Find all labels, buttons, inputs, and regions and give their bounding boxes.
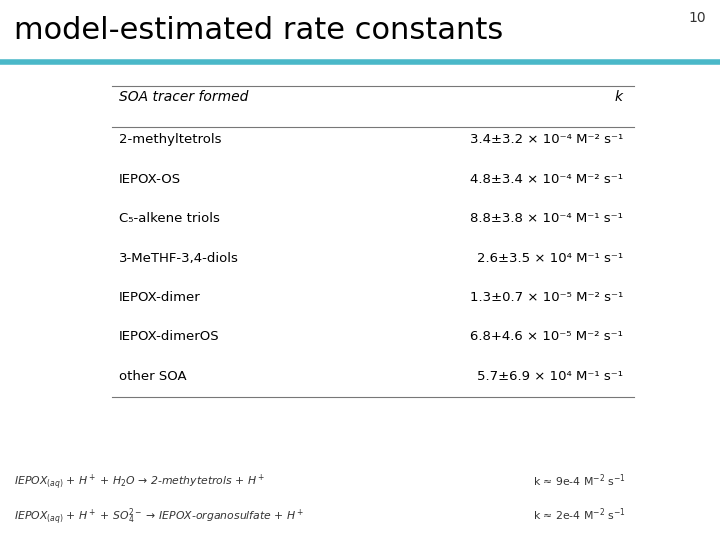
Text: 5.7±6.9 × 10⁴ M⁻¹ s⁻¹: 5.7±6.9 × 10⁴ M⁻¹ s⁻¹ bbox=[477, 370, 623, 383]
Text: C₅-alkene triols: C₅-alkene triols bbox=[119, 212, 220, 225]
Text: SOA tracer formed: SOA tracer formed bbox=[119, 90, 248, 104]
Text: IEPOX-OS: IEPOX-OS bbox=[119, 173, 181, 186]
Text: model-estimated rate constants: model-estimated rate constants bbox=[14, 16, 504, 45]
Text: k ≈ 2e-4 M$^{-2}$ s$^{-1}$: k ≈ 2e-4 M$^{-2}$ s$^{-1}$ bbox=[533, 506, 626, 523]
Text: IEPOX-dimer: IEPOX-dimer bbox=[119, 291, 201, 304]
Text: 2-methyltetrols: 2-methyltetrols bbox=[119, 133, 221, 146]
Text: 10: 10 bbox=[688, 11, 706, 25]
Text: k: k bbox=[615, 90, 623, 104]
Text: 3-MeTHF-3,4-diols: 3-MeTHF-3,4-diols bbox=[119, 252, 238, 265]
Text: IEPOX$_{(aq)}$ + H$^+$ + SO$_4^{2-}$ → IEPOX-organosulfate + H$^+$: IEPOX$_{(aq)}$ + H$^+$ + SO$_4^{2-}$ → I… bbox=[14, 506, 304, 527]
Text: other SOA: other SOA bbox=[119, 370, 186, 383]
Text: k ≈ 9e-4 M$^{-2}$ s$^{-1}$: k ≈ 9e-4 M$^{-2}$ s$^{-1}$ bbox=[533, 472, 626, 489]
Text: 6.8+4.6 × 10⁻⁵ M⁻² s⁻¹: 6.8+4.6 × 10⁻⁵ M⁻² s⁻¹ bbox=[470, 330, 623, 343]
Text: IEPOX-dimerOS: IEPOX-dimerOS bbox=[119, 330, 220, 343]
Text: 1.3±0.7 × 10⁻⁵ M⁻² s⁻¹: 1.3±0.7 × 10⁻⁵ M⁻² s⁻¹ bbox=[469, 291, 623, 304]
Text: 4.8±3.4 × 10⁻⁴ M⁻² s⁻¹: 4.8±3.4 × 10⁻⁴ M⁻² s⁻¹ bbox=[469, 173, 623, 186]
Text: 3.4±3.2 × 10⁻⁴ M⁻² s⁻¹: 3.4±3.2 × 10⁻⁴ M⁻² s⁻¹ bbox=[469, 133, 623, 146]
Text: 8.8±3.8 × 10⁻⁴ M⁻¹ s⁻¹: 8.8±3.8 × 10⁻⁴ M⁻¹ s⁻¹ bbox=[470, 212, 623, 225]
Text: IEPOX$_{(aq)}$ + H$^+$ + H$_2$O → 2-methytetrols + H$^+$: IEPOX$_{(aq)}$ + H$^+$ + H$_2$O → 2-meth… bbox=[14, 472, 265, 492]
Text: 2.6±3.5 × 10⁴ M⁻¹ s⁻¹: 2.6±3.5 × 10⁴ M⁻¹ s⁻¹ bbox=[477, 252, 623, 265]
